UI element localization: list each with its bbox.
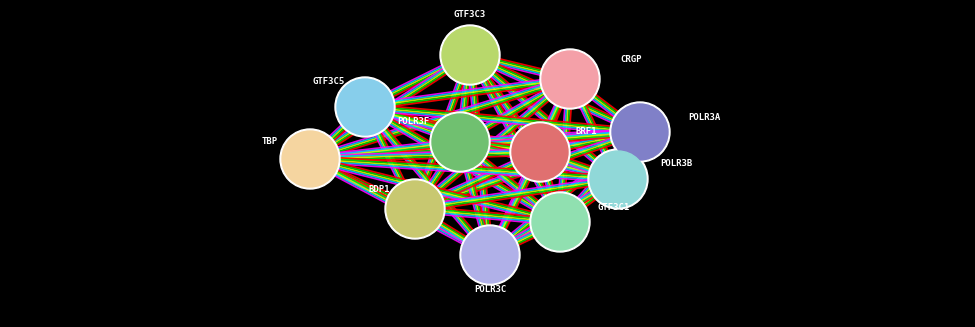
Text: TBP: TBP bbox=[262, 137, 278, 146]
Circle shape bbox=[462, 227, 518, 283]
Text: GTF3C3: GTF3C3 bbox=[454, 10, 487, 19]
Text: POLR3B: POLR3B bbox=[660, 160, 692, 168]
Circle shape bbox=[542, 51, 598, 107]
Text: BDP1: BDP1 bbox=[369, 184, 390, 194]
Circle shape bbox=[385, 179, 445, 239]
Text: GTF3C5: GTF3C5 bbox=[313, 77, 345, 85]
Circle shape bbox=[588, 149, 648, 209]
Circle shape bbox=[440, 25, 500, 85]
Circle shape bbox=[442, 27, 498, 83]
Circle shape bbox=[432, 114, 488, 170]
Text: CRGP: CRGP bbox=[620, 55, 642, 63]
Text: BRF1: BRF1 bbox=[575, 128, 597, 136]
Circle shape bbox=[530, 192, 590, 252]
Circle shape bbox=[610, 102, 670, 162]
Circle shape bbox=[387, 181, 443, 237]
Circle shape bbox=[512, 124, 568, 180]
Text: POLR3A: POLR3A bbox=[688, 112, 721, 122]
Circle shape bbox=[540, 49, 600, 109]
Circle shape bbox=[510, 122, 570, 182]
Circle shape bbox=[430, 112, 490, 172]
Circle shape bbox=[282, 131, 338, 187]
Text: POLR3F: POLR3F bbox=[398, 117, 430, 127]
Circle shape bbox=[460, 225, 520, 285]
Circle shape bbox=[612, 104, 668, 160]
Text: GTF3C1: GTF3C1 bbox=[598, 202, 630, 212]
Circle shape bbox=[532, 194, 588, 250]
Circle shape bbox=[335, 77, 395, 137]
Circle shape bbox=[280, 129, 340, 189]
Text: POLR3C: POLR3C bbox=[474, 285, 506, 294]
Circle shape bbox=[590, 151, 646, 207]
Circle shape bbox=[337, 79, 393, 135]
